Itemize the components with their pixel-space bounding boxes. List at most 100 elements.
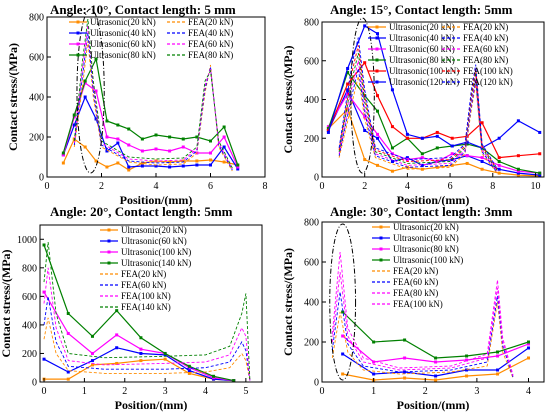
data-point [363,61,367,65]
data-point [181,137,185,141]
legend-marker [107,239,111,243]
data-point [61,153,65,157]
data-point [139,347,143,351]
data-point [187,364,191,368]
data-point [154,164,158,168]
data-point [372,340,376,344]
data-point [94,57,98,61]
x-tick-label: 0 [45,181,50,192]
series-line-5 [331,301,514,379]
data-point [434,360,438,364]
y-tick-label: 400 [29,93,44,104]
data-point [168,149,172,153]
data-point [376,136,379,140]
data-point [187,371,191,375]
legend-label: Ultrasonic(20 kN) [90,17,156,27]
data-point [390,125,394,129]
data-point [405,132,409,136]
plot-area [331,251,531,382]
data-point [187,369,191,373]
chart-title: Angle: 15°, Contact length: 5mm [330,2,513,17]
data-point [127,143,131,147]
data-point [496,368,500,372]
data-point [105,119,109,123]
data-point [341,372,345,376]
y-tick-label: 600 [304,56,319,67]
legend-label: FEA(100 kN) [121,291,171,301]
legend-marker [375,80,379,84]
data-point [236,167,240,171]
data-point [527,356,531,360]
data-point [450,152,454,156]
data-point [115,361,119,365]
chart-panel-2: Angle: 15°, Contact length: 5mm 0 2 4 6 8 10 0 2… [281,2,545,207]
data-point [434,356,438,360]
data-point [497,167,501,171]
plot-area [326,24,542,177]
legend-label: FEA(20 kN) [188,17,233,27]
data-point [465,354,469,358]
data-point [363,129,367,132]
data-point [61,161,65,165]
data-point [465,374,469,378]
data-point [105,149,109,153]
data-point [516,119,520,123]
data-point [139,359,143,363]
data-point [66,311,70,315]
x-tick-label: 1 [82,386,87,397]
data-point [435,146,439,150]
series-line-7 [331,271,514,377]
legend-label: Ultrasonic(120 kN) [389,77,459,87]
data-point [480,121,484,125]
legend-marker [379,225,383,229]
data-point [516,171,520,175]
data-point [376,32,379,36]
data-point [90,359,94,363]
series-line-7 [73,24,233,170]
data-point [116,137,120,141]
y-tick-label: 200 [29,133,44,144]
data-point [497,136,501,140]
legend-label: FEA(100 kN) [393,299,443,309]
data-point [83,145,87,149]
legend-label: FEA(120 kN) [463,77,513,87]
y-tick-label: 0 [39,173,44,184]
legend-marker [76,42,80,46]
y-tick-label: 800 [22,263,37,274]
y-axis-label: Contact stress/(MPa) [281,248,295,356]
data-point [450,136,454,140]
data-point [222,135,226,139]
x-tick-label: 10 [530,181,540,192]
legend-label: FEA(100 kN) [463,66,513,76]
data-point [94,117,98,121]
x-axis-label: Position/(mm) [115,398,188,412]
x-tick-label: 2 [362,181,367,192]
x-tick-label: 2 [99,181,104,192]
data-point [140,161,144,165]
data-point [403,356,407,360]
data-point [465,142,469,146]
plot-area [61,18,240,172]
data-point [496,372,500,376]
legend-label: Ultrasonic(60 kN) [393,233,459,243]
y-axis-label: Contact stress/(MPa) [6,43,20,151]
data-point [116,141,120,145]
legend-label: Ultrasonic(20 kN) [389,22,455,32]
x-tick-label: 8 [263,181,268,192]
legend-marker [375,69,379,73]
legend-marker [375,47,379,51]
y-tick-label: 0 [314,173,319,184]
highlight-ellipse [76,8,105,174]
data-point [236,165,240,169]
series-line-4 [327,71,540,174]
data-point [168,135,172,139]
legend: Ultrasonic(20 kN)Ultrasonic(60 kN)Ultras… [372,222,463,309]
series-line-5 [43,317,251,381]
y-tick-label: 800 [304,218,319,229]
y-tick-label: 200 [304,134,319,145]
data-point [127,168,131,172]
legend-marker [107,250,111,254]
data-point [496,350,500,354]
data-point [139,351,143,355]
data-point [390,146,394,150]
